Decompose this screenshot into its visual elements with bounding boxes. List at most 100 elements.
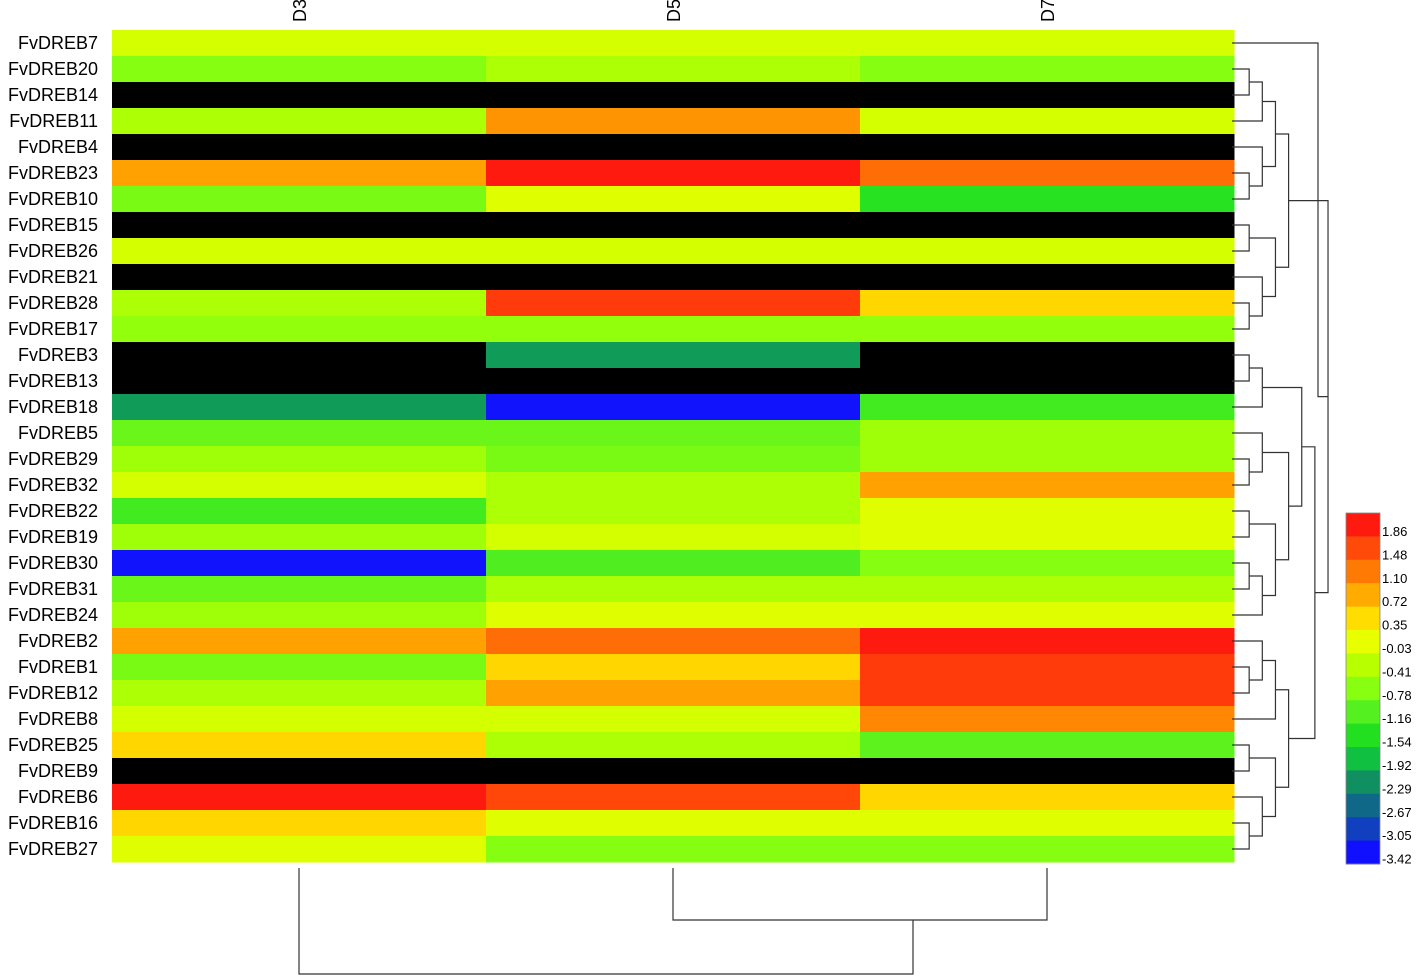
row-label: FvDREB14 xyxy=(8,85,98,105)
heatmap-cell xyxy=(112,602,487,629)
row-dendrogram-branch xyxy=(1232,68,1250,96)
legend-label: -2.29 xyxy=(1382,781,1412,796)
heatmap-cell xyxy=(860,732,1235,759)
heatmap-cell xyxy=(112,290,487,317)
legend-swatch xyxy=(1346,770,1380,795)
row-dendrogram-branch xyxy=(1232,659,1277,720)
heatmap-cell xyxy=(486,316,861,343)
column-labels: D3 D5 D7 xyxy=(290,0,1058,22)
heatmap-cell xyxy=(486,446,861,473)
row-label: FvDREB26 xyxy=(8,241,98,261)
row-label: FvDREB9 xyxy=(18,761,98,781)
heatmap-cell xyxy=(860,342,1235,369)
row-dendrogram-branch xyxy=(1232,302,1250,330)
row-label: FvDREB4 xyxy=(18,137,98,157)
heatmap-cell xyxy=(112,342,487,369)
row-label: FvDREB5 xyxy=(18,423,98,443)
legend-label: -2.67 xyxy=(1382,805,1412,820)
legend-label: -0.78 xyxy=(1382,688,1412,703)
heatmap-cell xyxy=(860,212,1235,239)
heatmap-cell xyxy=(860,108,1235,135)
heatmap-cell xyxy=(860,524,1235,551)
heatmap-cell xyxy=(860,238,1235,265)
row-label: FvDREB19 xyxy=(8,527,98,547)
row-label: FvDREB8 xyxy=(18,709,98,729)
row-label: FvDREB30 xyxy=(8,553,98,573)
heatmap-cell xyxy=(486,134,861,161)
heatmap-cell xyxy=(486,758,861,785)
heatmap-cell xyxy=(486,342,861,369)
legend-swatch xyxy=(1346,653,1380,678)
heatmap-cell xyxy=(112,836,487,863)
heatmap-cell xyxy=(486,238,861,265)
legend-label: 0.35 xyxy=(1382,618,1407,633)
heatmap-cell xyxy=(486,368,861,395)
legend-label: 1.10 xyxy=(1382,571,1407,586)
row-label: FvDREB6 xyxy=(18,787,98,807)
column-label: D5 xyxy=(664,0,684,22)
legend-swatch xyxy=(1346,583,1380,608)
row-dendrogram-branch xyxy=(1232,224,1250,252)
heatmap-cell xyxy=(860,680,1235,707)
row-dendrogram-branch xyxy=(1232,796,1263,837)
legend-swatch xyxy=(1346,630,1380,654)
column-dendrogram-branch xyxy=(672,868,1048,921)
legend-border xyxy=(1345,512,1381,865)
legend-swatch xyxy=(1346,817,1380,842)
heatmap-cell xyxy=(486,186,861,213)
row-label: FvDREB32 xyxy=(8,475,98,495)
heatmap-cell xyxy=(860,628,1235,655)
row-dendrogram-branch xyxy=(1232,432,1263,473)
row-dendrogram-branch xyxy=(1232,276,1263,317)
legend-swatch xyxy=(1346,559,1380,584)
legend-swatch xyxy=(1346,793,1380,818)
legend-swatch xyxy=(1346,747,1380,771)
heatmap-cell xyxy=(486,290,861,317)
heatmap-cell xyxy=(860,394,1235,421)
heatmap-cell xyxy=(860,758,1235,785)
row-dendrogram-branch xyxy=(1232,146,1263,187)
row-labels: FvDREB7 FvDREB20 FvDREB14 FvDREB11 FvDREB4 Fv… xyxy=(8,33,98,859)
row-dendrogram-branch xyxy=(1262,100,1277,168)
heatmap-cell xyxy=(112,576,487,603)
heatmap-cell xyxy=(112,56,487,83)
heatmap-cell xyxy=(112,498,487,525)
legend-swatch xyxy=(1346,840,1380,865)
row-label: FvDREB27 xyxy=(8,839,98,859)
heatmap-cell xyxy=(112,264,487,291)
row-label: FvDREB10 xyxy=(8,189,98,209)
heatmap-cell xyxy=(486,784,861,811)
heatmap-cell xyxy=(486,576,861,603)
heatmap-cell xyxy=(860,706,1235,733)
row-label: FvDREB22 xyxy=(8,501,98,521)
heatmap-cell xyxy=(486,394,861,421)
heatmap-cell xyxy=(112,30,487,57)
legend-label: -3.42 xyxy=(1382,852,1412,867)
row-label: FvDREB3 xyxy=(18,345,98,365)
row-dendrogram-branch xyxy=(1232,822,1250,850)
heatmap-cell xyxy=(112,732,487,759)
heatmap-cell xyxy=(860,498,1235,525)
row-dendrogram-branch xyxy=(1232,81,1263,122)
row-dendrogram-branch xyxy=(1232,510,1250,538)
heatmap-cell xyxy=(486,212,861,239)
heatmap-cell xyxy=(486,56,861,83)
heatmap-cell xyxy=(112,238,487,265)
column-label: D3 xyxy=(290,0,310,22)
heatmap-cell xyxy=(860,472,1235,499)
heatmap-cell xyxy=(112,550,487,577)
row-dendrogram xyxy=(1232,42,1329,850)
row-dendrogram-branch xyxy=(1232,42,1329,398)
row-dendrogram-branch xyxy=(1232,172,1250,200)
heatmap-cell xyxy=(860,56,1235,83)
heatmap-cell xyxy=(486,108,861,135)
row-label: FvDREB1 xyxy=(18,657,98,677)
row-dendrogram-branch xyxy=(1288,200,1329,594)
heatmap-cell xyxy=(860,810,1235,837)
heatmap-cell xyxy=(112,420,487,447)
column-dendrogram-branch xyxy=(298,868,914,975)
row-label: FvDREB7 xyxy=(18,33,98,53)
heatmap-cell xyxy=(486,810,861,837)
row-label: FvDREB23 xyxy=(8,163,98,183)
